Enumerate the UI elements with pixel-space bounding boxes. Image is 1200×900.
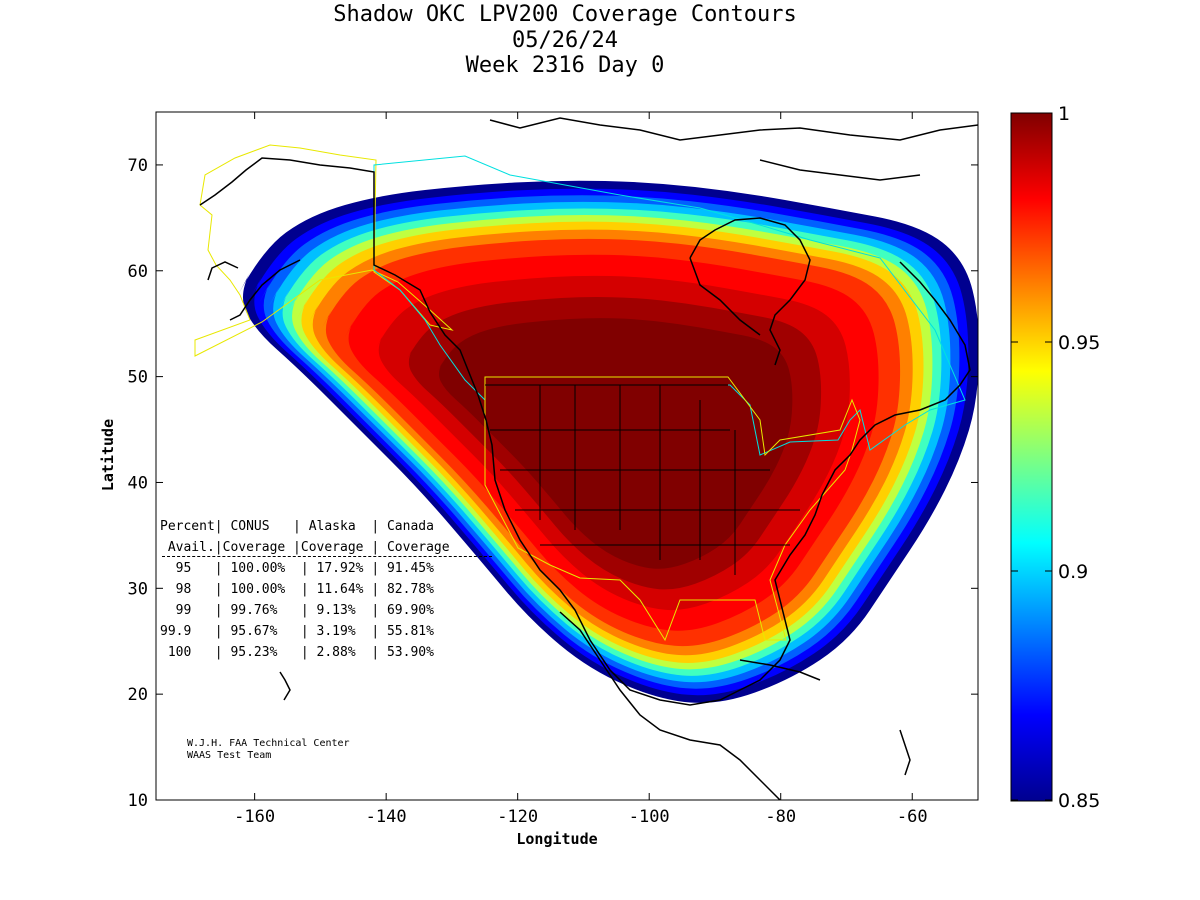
- y-tick-label: 20: [128, 685, 148, 705]
- colorbar-tick-label: 0.85: [1058, 790, 1100, 812]
- credit: W.J.H. FAA Technical Center WAAS Test Tea…: [187, 738, 350, 762]
- coverage-contours: [238, 180, 978, 703]
- colorbar-tick-label: 1: [1058, 103, 1070, 125]
- x-tick-label: -100: [629, 807, 670, 827]
- colorbar-tick-label: 0.95: [1058, 332, 1100, 354]
- coverage-table-separator: [162, 556, 492, 557]
- coverage-table-header: Percent| CONUS | Alaska | Canada: [160, 519, 434, 534]
- admin-borders: [485, 384, 800, 575]
- y-tick-label: 50: [128, 368, 148, 388]
- canada-region-outline: [373, 155, 966, 456]
- chart-week: Week 2316 Day 0: [465, 53, 665, 78]
- y-tick-label: 60: [128, 262, 148, 282]
- conus-region-outline: [484, 376, 861, 642]
- coverage-table-row: 98 | 100.00% | 11.64% | 82.78%: [160, 582, 434, 597]
- chart-title: Shadow OKC LPV200 Coverage Contours: [333, 2, 797, 27]
- colorbar-ticks: 0.85 0.9 0.95 1: [1011, 103, 1100, 812]
- y-tick-label: 30: [128, 579, 148, 599]
- map-layer: [194, 117, 978, 800]
- coastlines: [199, 117, 978, 800]
- coverage-table-row: 95 | 100.00% | 17.92% | 91.45%: [160, 561, 434, 576]
- y-tick-label: 10: [128, 791, 148, 811]
- credit-org: W.J.H. FAA Technical Center: [187, 738, 350, 749]
- coverage-table: Percent| CONUS | Alaska | Canada Avail.|…: [160, 516, 450, 663]
- x-tick-label: -160: [234, 807, 275, 827]
- coverage-band: [436, 318, 793, 569]
- x-tick-label: -140: [366, 807, 407, 827]
- alaska-region-outline: [194, 144, 454, 357]
- plot-frame: [155, 111, 979, 801]
- coverage-table-subheader: Avail.|Coverage |Coverage | Coverage: [160, 540, 450, 555]
- y-axis-label: Latitude: [99, 419, 117, 491]
- x-axis-label: Longitude: [516, 830, 597, 848]
- chart-date: 05/26/24: [512, 28, 618, 53]
- x-tick-label: -80: [765, 807, 796, 827]
- credit-team: WAAS Test Team: [187, 750, 272, 761]
- colorbar: [1010, 112, 1053, 802]
- x-tick-label: -60: [897, 807, 928, 827]
- y-tick-label: 40: [128, 473, 148, 493]
- axes: -160 -140 -120 -100 -80 -60 10 20 30 40 50 60 70 Long…: [99, 112, 978, 848]
- y-tick-label: 70: [128, 156, 148, 176]
- coverage-table-row: 99.9 | 95.67% | 3.19% | 55.81%: [160, 624, 434, 639]
- colorbar-tick-label: 0.9: [1058, 561, 1088, 583]
- x-tick-label: -120: [497, 807, 538, 827]
- coverage-table-row: 99 | 99.76% | 9.13% | 69.90%: [160, 603, 434, 618]
- coverage-table-row: 100 | 95.23% | 2.88% | 53.90%: [160, 645, 434, 660]
